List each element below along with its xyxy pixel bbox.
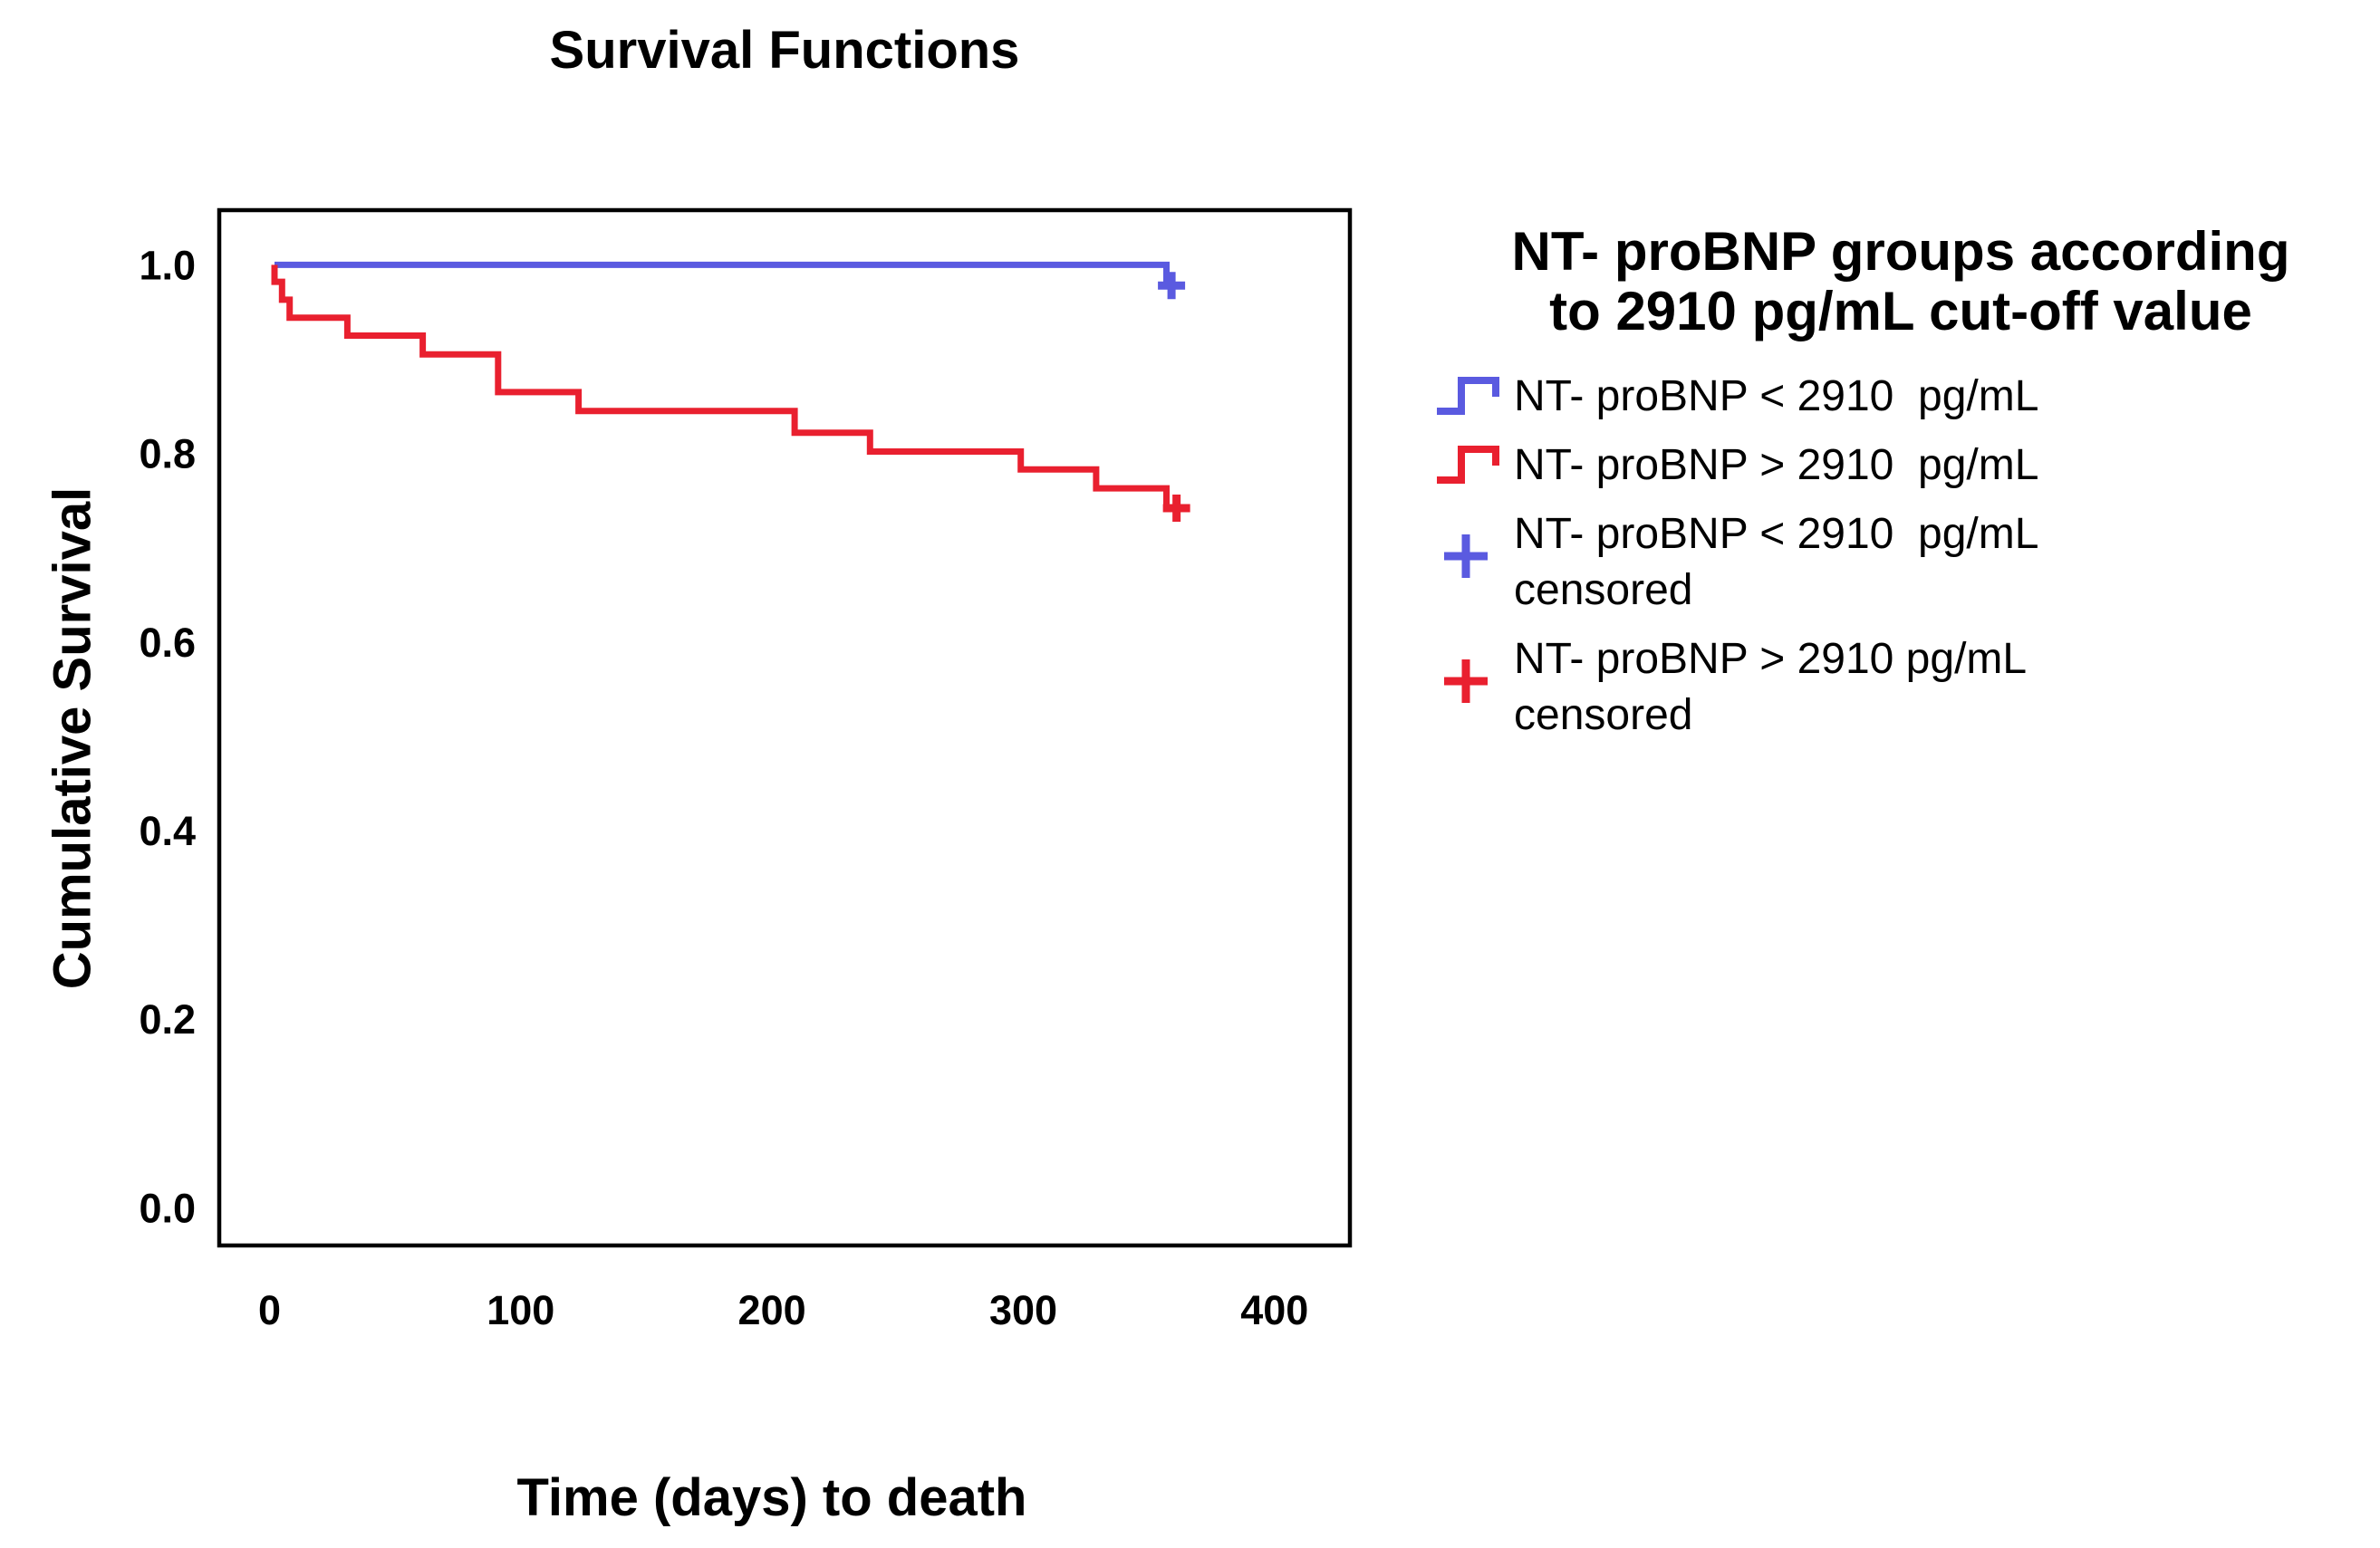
plus-icon [1434, 653, 1514, 709]
x-tick-label: 300 [989, 1287, 1057, 1333]
legend: NT- proBNP groups according to 2910 pg/m… [1434, 222, 2367, 756]
censor-marker-red [1162, 494, 1190, 522]
legend-item: NT- proBNP > 2910 pg/mL [1434, 437, 2367, 494]
legend-item-label: NT- proBNP > 2910 pg/mL censored [1514, 635, 2028, 739]
legend-item-label: NT- proBNP < 2910 pg/mL [1514, 372, 2039, 420]
y-tick-label: 0.6 [139, 620, 196, 666]
x-tick-label: 0 [258, 1287, 281, 1333]
x-tick-label: 100 [487, 1287, 554, 1333]
survival-curve-blue [275, 261, 1172, 289]
y-tick-label: 0.4 [139, 808, 196, 854]
legend-items: NT- proBNP < 2910 pg/mL NT- proBNP > 2910… [1434, 369, 2367, 744]
legend-item: NT- proBNP > 2910 pg/mL censored [1434, 631, 2367, 744]
plot-border [217, 207, 1353, 1248]
x-tick-label: 400 [1240, 1287, 1308, 1333]
y-tick-label: 0.2 [139, 996, 196, 1043]
y-tick-label: 1.0 [139, 242, 196, 288]
chart-title: Survival Functions [549, 21, 1020, 80]
legend-item: NT- proBNP < 2910 pg/mL [1434, 369, 2367, 425]
step-line-icon [1434, 369, 1514, 425]
legend-item: NT- proBNP < 2910 pg/mL censored [1434, 506, 2367, 619]
x-tick-label: 200 [738, 1287, 806, 1333]
legend-item-label: NT- proBNP < 2910 pg/mL censored [1514, 510, 2039, 614]
survival-curve-red [271, 264, 1177, 512]
x-axis-title: Time (days) to death [516, 1468, 1027, 1527]
plus-icon [1434, 528, 1514, 584]
legend-item-label: NT- proBNP > 2910 pg/mL [1514, 441, 2039, 489]
legend-title: NT- proBNP groups according to 2910 pg/m… [1511, 221, 2290, 341]
censor-marker-blue [1158, 272, 1186, 300]
step-line-icon [1434, 437, 1514, 494]
y-tick-label: 0.0 [139, 1185, 196, 1231]
y-tick-label: 0.8 [139, 431, 196, 477]
